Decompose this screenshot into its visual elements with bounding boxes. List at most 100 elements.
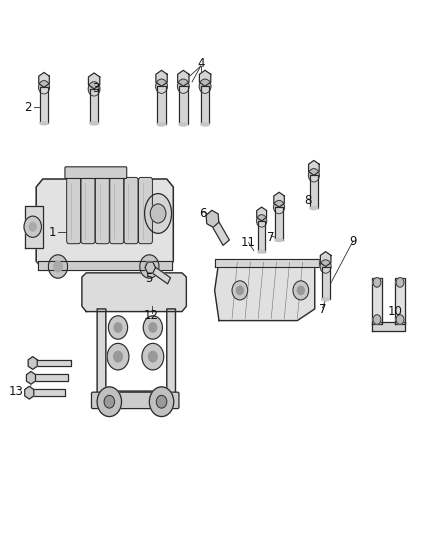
Polygon shape bbox=[320, 252, 331, 266]
Circle shape bbox=[97, 387, 121, 417]
Circle shape bbox=[29, 222, 36, 231]
Bar bbox=[179, 86, 187, 124]
Circle shape bbox=[177, 79, 189, 93]
Polygon shape bbox=[31, 374, 68, 381]
Polygon shape bbox=[25, 386, 34, 399]
Circle shape bbox=[373, 315, 381, 324]
Circle shape bbox=[143, 316, 162, 339]
Polygon shape bbox=[215, 259, 319, 266]
FancyBboxPatch shape bbox=[81, 177, 95, 244]
Polygon shape bbox=[206, 211, 219, 227]
Text: 4: 4 bbox=[197, 58, 205, 70]
Circle shape bbox=[396, 278, 404, 287]
Ellipse shape bbox=[90, 122, 99, 125]
FancyBboxPatch shape bbox=[110, 177, 124, 244]
FancyBboxPatch shape bbox=[138, 177, 152, 244]
Circle shape bbox=[232, 281, 248, 300]
Polygon shape bbox=[39, 261, 172, 270]
Polygon shape bbox=[215, 260, 315, 320]
Circle shape bbox=[39, 80, 49, 94]
Polygon shape bbox=[39, 72, 49, 87]
Circle shape bbox=[145, 261, 154, 272]
Text: 6: 6 bbox=[199, 207, 206, 220]
Circle shape bbox=[320, 260, 331, 273]
Circle shape bbox=[104, 395, 115, 408]
Circle shape bbox=[53, 261, 62, 272]
Text: 2: 2 bbox=[25, 101, 32, 114]
Circle shape bbox=[140, 255, 159, 278]
Bar bbox=[40, 87, 48, 123]
Ellipse shape bbox=[275, 239, 283, 241]
Ellipse shape bbox=[145, 193, 172, 233]
Text: 1: 1 bbox=[48, 225, 56, 239]
Polygon shape bbox=[309, 160, 319, 175]
Circle shape bbox=[308, 168, 319, 182]
Polygon shape bbox=[33, 359, 71, 367]
Circle shape bbox=[297, 286, 304, 295]
Circle shape bbox=[373, 278, 381, 287]
Polygon shape bbox=[29, 389, 65, 396]
Polygon shape bbox=[26, 372, 35, 384]
Circle shape bbox=[396, 315, 404, 324]
Ellipse shape bbox=[179, 123, 187, 126]
Circle shape bbox=[257, 215, 267, 227]
Polygon shape bbox=[149, 264, 170, 284]
Bar bbox=[275, 207, 283, 240]
Circle shape bbox=[293, 281, 309, 300]
FancyBboxPatch shape bbox=[124, 177, 138, 244]
Polygon shape bbox=[178, 70, 189, 86]
Polygon shape bbox=[372, 278, 382, 324]
Ellipse shape bbox=[201, 123, 209, 126]
Polygon shape bbox=[28, 357, 37, 369]
Circle shape bbox=[156, 395, 167, 408]
Polygon shape bbox=[199, 70, 211, 86]
Bar bbox=[201, 86, 209, 124]
Bar bbox=[90, 89, 99, 123]
Polygon shape bbox=[209, 216, 230, 245]
Text: 9: 9 bbox=[349, 235, 357, 247]
FancyBboxPatch shape bbox=[67, 177, 81, 244]
Polygon shape bbox=[372, 322, 405, 331]
Circle shape bbox=[237, 286, 244, 295]
Ellipse shape bbox=[310, 207, 318, 209]
Circle shape bbox=[148, 351, 157, 362]
Circle shape bbox=[149, 387, 174, 417]
Text: 8: 8 bbox=[304, 193, 312, 207]
Polygon shape bbox=[82, 273, 186, 312]
Circle shape bbox=[150, 204, 166, 223]
FancyBboxPatch shape bbox=[92, 392, 179, 409]
FancyBboxPatch shape bbox=[95, 177, 110, 244]
Circle shape bbox=[199, 79, 211, 93]
Text: 3: 3 bbox=[92, 83, 100, 95]
Ellipse shape bbox=[157, 123, 166, 126]
Ellipse shape bbox=[321, 298, 329, 301]
Polygon shape bbox=[36, 168, 173, 269]
Bar bbox=[321, 266, 329, 300]
Bar bbox=[258, 221, 265, 252]
Polygon shape bbox=[257, 207, 267, 221]
Ellipse shape bbox=[258, 251, 265, 253]
Text: 5: 5 bbox=[145, 272, 152, 285]
Text: 13: 13 bbox=[9, 385, 24, 398]
Circle shape bbox=[107, 343, 129, 370]
Bar bbox=[157, 86, 166, 124]
Polygon shape bbox=[97, 309, 176, 399]
Circle shape bbox=[142, 343, 164, 370]
Circle shape bbox=[114, 323, 122, 332]
Polygon shape bbox=[395, 278, 405, 324]
FancyBboxPatch shape bbox=[65, 167, 127, 179]
Ellipse shape bbox=[40, 122, 48, 125]
Text: 11: 11 bbox=[241, 236, 256, 249]
Text: 7: 7 bbox=[268, 231, 275, 244]
Text: 10: 10 bbox=[388, 305, 403, 318]
Circle shape bbox=[109, 316, 127, 339]
Circle shape bbox=[155, 79, 167, 93]
Polygon shape bbox=[145, 262, 155, 273]
Circle shape bbox=[114, 351, 122, 362]
Circle shape bbox=[88, 82, 100, 96]
Polygon shape bbox=[88, 73, 100, 89]
Bar bbox=[310, 175, 318, 208]
Text: 12: 12 bbox=[144, 309, 159, 322]
Polygon shape bbox=[156, 70, 167, 86]
Text: 7: 7 bbox=[319, 303, 326, 317]
